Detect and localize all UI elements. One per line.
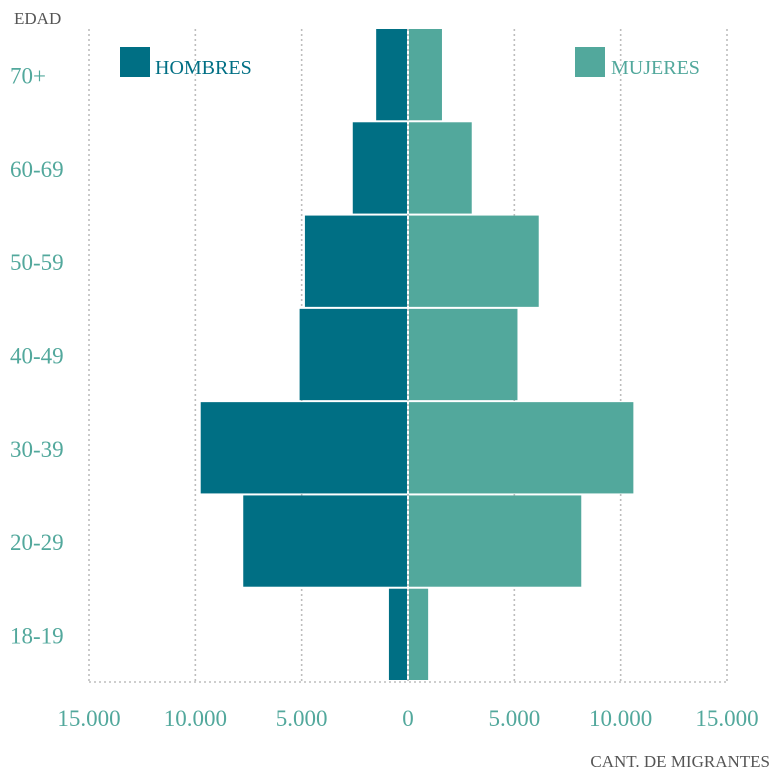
- bar-mujeres-50-59: [409, 215, 539, 307]
- y-tick-label: 18-19: [10, 623, 64, 648]
- bar-mujeres-30-39: [409, 402, 634, 494]
- x-tick-label: 10.000: [164, 706, 227, 731]
- y-tick-label: 50-59: [10, 250, 64, 275]
- bar-mujeres-18-19: [409, 588, 429, 680]
- bar-mujeres-40-49: [409, 308, 518, 401]
- x-tick-label: 15.000: [695, 706, 758, 731]
- y-tick-label: 20-29: [10, 530, 64, 555]
- bar-hombres-20-29: [243, 495, 407, 587]
- y-tick-label: 40-49: [10, 344, 64, 369]
- grid-lines: [88, 29, 728, 683]
- x-tick-label: 5.000: [488, 706, 540, 731]
- legend-label-hombres: HOMBRES: [155, 57, 252, 79]
- bar-mujeres-60-69: [409, 122, 472, 214]
- x-tick-labels: 15.000 10.000 5.000 0 5.000 10.000 15.000: [57, 706, 758, 731]
- y-axis-title: EDAD: [14, 9, 61, 28]
- legend-swatch-hombres: [120, 47, 150, 77]
- legend-swatch-mujeres: [575, 47, 605, 77]
- x-tick-label: 15.000: [57, 706, 120, 731]
- bar-hombres-30-39: [200, 402, 407, 494]
- y-tick-labels: 70+ 60-69 50-59 40-49 30-39 20-29 18-19: [10, 64, 64, 649]
- y-tick-label: 60-69: [10, 157, 64, 182]
- bar-hombres-18-19: [388, 588, 407, 680]
- bar-mujeres-20-29: [409, 495, 582, 587]
- y-tick-label: 70+: [10, 64, 46, 89]
- x-axis-title: CANT. DE MIGRANTES: [590, 752, 770, 771]
- bar-hombres-50-59: [304, 215, 407, 307]
- bar-hombres-70+: [376, 29, 407, 121]
- x-tick-label: 5.000: [276, 706, 328, 731]
- legend: HOMBRES MUJERES: [120, 47, 700, 79]
- y-tick-label: 30-39: [10, 437, 64, 462]
- x-tick-label: 10.000: [589, 706, 652, 731]
- legend-label-mujeres: MUJERES: [611, 57, 700, 79]
- x-tick-label: 0: [402, 706, 414, 731]
- bars: [200, 29, 634, 680]
- bar-mujeres-70+: [409, 29, 442, 121]
- bar-hombres-40-49: [299, 308, 407, 401]
- bar-hombres-60-69: [352, 122, 407, 214]
